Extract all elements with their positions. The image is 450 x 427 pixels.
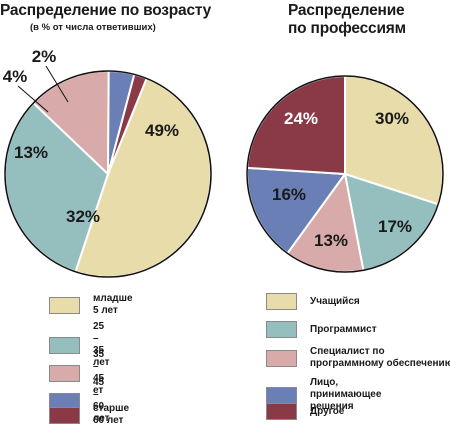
profession-chart-title: Распределение по профессиям [288, 2, 448, 38]
prof-data-label-4: 24% [284, 109, 318, 128]
age-chart-subtitle: (в % от числа ответивших) [30, 22, 156, 33]
legend-item-prof-0: Учащийся [266, 293, 360, 310]
legend-label: 45 – 60 лет [93, 377, 110, 424]
profession-title-line2: по профессиям [288, 20, 406, 37]
legend-item-age-3: 45 – 60 лет [49, 377, 110, 425]
prof-data-label-2: 13% [314, 231, 348, 250]
age-data-label-0: 49% [145, 121, 179, 140]
age-leader-line-0 [17, 85, 49, 113]
pie-charts: 49% 32% 13% 4%2% 30% 17% 13% 16% 24% [3, 47, 444, 278]
profession-pie: 30% 17% 13% 16% 24% [246, 74, 444, 273]
legend-label: 25 – 35 лет [93, 321, 110, 368]
legend-label: Другое [310, 405, 345, 417]
profession-title-line1: Распределение [288, 2, 405, 19]
age-data-label-1: 32% [66, 207, 100, 226]
legend-swatch [266, 321, 297, 338]
legend-item-age-0: младше 5 лет [49, 293, 133, 317]
legend-label: Специалист по программному обеспечению [310, 346, 450, 369]
legend-item-age-2: 35 – 45 ет [49, 349, 104, 397]
legend-label: Учащийся [310, 295, 360, 307]
age-outline [4, 70, 212, 278]
legend-swatch [266, 349, 297, 367]
legend-item-prof-2: Специалист по программному обеспечению [266, 346, 450, 370]
prof-data-label-1: 17% [378, 217, 412, 236]
legend-swatch [266, 293, 297, 310]
age-data-label-3: 4% [3, 67, 28, 86]
legend-label: старше 60 лет [93, 403, 130, 426]
age-data-label-2: 13% [14, 143, 48, 162]
prof-data-label-0: 30% [375, 109, 409, 128]
legend-item-age-1: 25 – 35 лет [49, 321, 110, 369]
prof-outline [246, 75, 444, 273]
legend-item-age-4: старше 60 лет [49, 403, 129, 427]
age-data-label-4: 2% [32, 47, 57, 66]
legend-item-prof-1: Программист [266, 321, 377, 338]
legend-swatch [49, 406, 80, 424]
legend-swatch [49, 364, 80, 382]
legend-label: младше 5 лет [93, 293, 133, 316]
age-leader-line-1 [45, 65, 69, 103]
prof-data-label-3: 16% [272, 185, 306, 204]
legend-swatch [266, 386, 297, 404]
age-chart-title: Распределение по возрасту [0, 2, 212, 19]
legend-label: Программист [310, 323, 377, 335]
legend-label: Лицо, принимающее решения [310, 377, 382, 412]
legend-label: 35 – 45 ет [93, 349, 105, 396]
legend-swatch [49, 296, 80, 314]
legend-swatch [49, 336, 80, 354]
age-pie: 49% 32% 13% 4%2% [3, 47, 212, 278]
legend-item-prof-4: Другое [266, 403, 344, 420]
legend-item-prof-3: Лицо, принимающее решения [266, 377, 381, 413]
legend-swatch [266, 403, 297, 420]
